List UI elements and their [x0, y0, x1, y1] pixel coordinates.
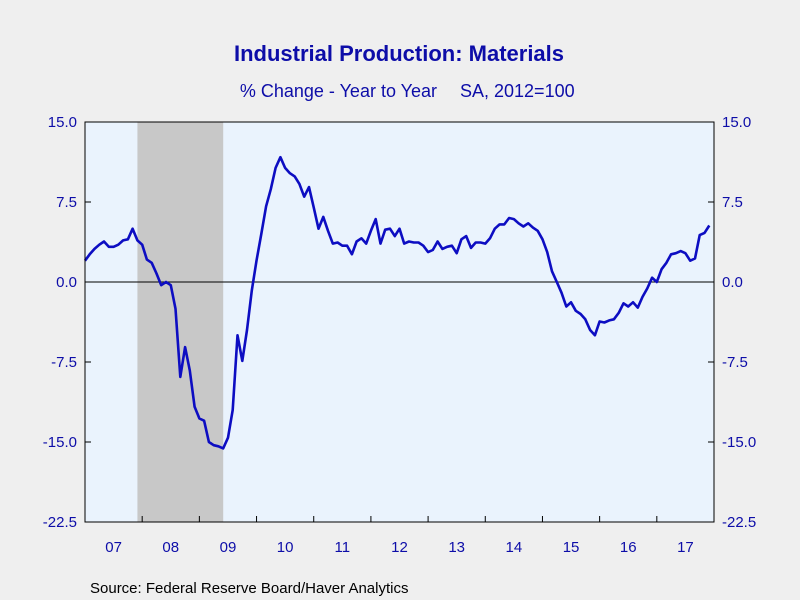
xtick-label: 12: [391, 539, 408, 556]
xtick-label: 08: [162, 539, 179, 556]
xtick-label: 09: [220, 539, 237, 556]
chart-subtitle-right: SA, 2012=100: [460, 81, 575, 101]
ytick-label-left: 7.5: [56, 194, 77, 211]
xtick-label: 07: [105, 539, 122, 556]
ytick-label-right: -22.5: [722, 514, 756, 531]
ytick-label-left: -15.0: [43, 434, 77, 451]
xtick-label: 11: [335, 539, 351, 556]
chart-title: Industrial Production: Materials: [234, 41, 564, 66]
ytick-label-left: 15.0: [48, 114, 77, 131]
xtick-label: 16: [620, 539, 637, 556]
chart-subtitle-left: % Change - Year to Year: [240, 81, 437, 101]
ytick-label-right: -15.0: [722, 434, 756, 451]
ytick-label-right: -7.5: [722, 354, 748, 371]
xtick-label: 14: [506, 539, 523, 556]
plot-frame: [84, 121, 715, 523]
xtick-label: 17: [677, 539, 694, 556]
ytick-label-left: -7.5: [51, 354, 77, 371]
xtick-label: 10: [277, 539, 294, 556]
ytick-label-right: 7.5: [722, 194, 743, 211]
ytick-label-right: 15.0: [722, 114, 751, 131]
xtick-label: 13: [448, 539, 465, 556]
ytick-label-left: 0.0: [56, 274, 77, 291]
ytick-label-left: -22.5: [43, 514, 77, 531]
source-note: Source: Federal Reserve Board/Haver Anal…: [90, 580, 408, 597]
series-line: [83, 155, 711, 450]
recession-band: [137, 122, 224, 522]
xtick-label: 15: [563, 539, 580, 556]
ytick-label-right: 0.0: [722, 274, 743, 291]
